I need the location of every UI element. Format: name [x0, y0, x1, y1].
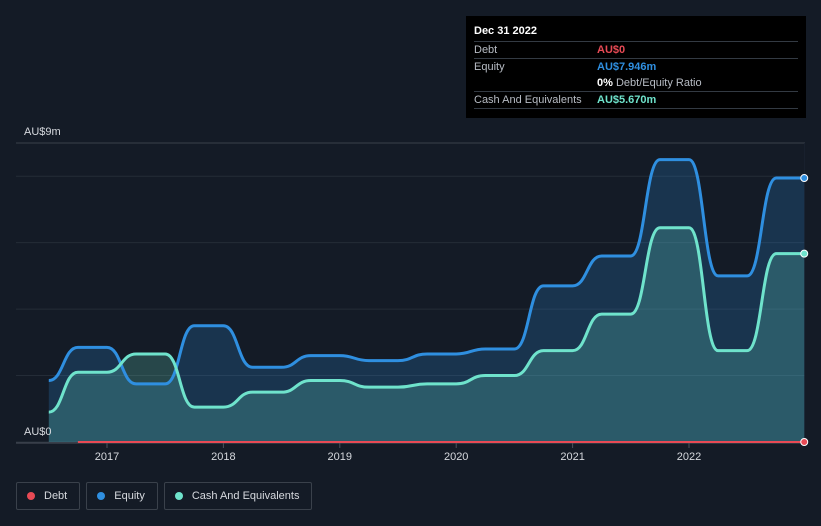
cash-dot-icon	[174, 492, 183, 500]
x-tick-label: 2021	[560, 451, 584, 463]
plot-edge	[804, 143, 805, 442]
tooltip-row-debt: Debt AU$0	[474, 41, 798, 58]
y-axis-top-label: AU$9m	[24, 126, 61, 138]
hover-tooltip: Dec 31 2022 Debt AU$0 Equity AU$7.946m 0…	[466, 16, 806, 118]
legend-debt-label: Debt	[44, 490, 68, 502]
legend-item-equity[interactable]: Equity	[86, 482, 158, 510]
tooltip-ratio-label: Debt/Equity Ratio	[615, 77, 702, 89]
debt-dot-icon	[27, 492, 35, 500]
debt-end-marker[interactable]	[800, 438, 809, 446]
x-tick-label: 2018	[211, 451, 235, 463]
equity-line	[48, 158, 805, 386]
y-axis-bottom-label: AU$0	[24, 426, 52, 438]
cash-area	[48, 227, 805, 442]
tooltip-row-ratio: 0% Debt/Equity Ratio	[474, 75, 798, 91]
series-markers	[800, 174, 809, 446]
series-lines	[48, 158, 805, 443]
x-tick-label: 2022	[677, 451, 701, 463]
cash-line	[48, 226, 805, 414]
x-axis-ticks: 2017 2018 2019 2020 2021 2022	[95, 443, 701, 463]
tooltip-equity-label: Equity	[474, 61, 505, 73]
chart-legend: Debt Equity Cash And Equivalents	[16, 482, 313, 510]
legend-cash-label: Cash And Equivalents	[191, 490, 300, 502]
equity-end-marker[interactable]	[800, 174, 809, 183]
cash-end-marker[interactable]	[800, 249, 809, 258]
x-tick-label: 2017	[95, 451, 119, 463]
tooltip-debt-label: Debt	[474, 44, 498, 56]
legend-item-debt[interactable]: Debt	[16, 482, 81, 510]
tooltip-row-equity: Equity AU$7.946m	[474, 58, 798, 75]
tooltip-cash-value: AU$5.670m	[597, 94, 657, 106]
equity-area	[48, 159, 805, 442]
tooltip-debt-value: AU$0	[597, 44, 626, 56]
tooltip-equity-value: AU$7.946m	[597, 61, 657, 73]
tooltip-date: Dec 31 2022	[474, 25, 537, 37]
tooltip-cash-label: Cash And Equivalents	[474, 94, 582, 106]
legend-equity-label: Equity	[114, 490, 145, 502]
tooltip-ratio-value: 0%	[597, 77, 613, 89]
legend-item-cash[interactable]: Cash And Equivalents	[163, 482, 313, 510]
gridlines	[16, 142, 805, 444]
equity-dot-icon	[97, 492, 106, 500]
x-tick-label: 2019	[328, 451, 352, 463]
x-tick-label: 2020	[444, 451, 468, 463]
series-areas	[48, 159, 805, 442]
tooltip-row-cash: Cash And Equivalents AU$5.670m	[474, 91, 798, 109]
